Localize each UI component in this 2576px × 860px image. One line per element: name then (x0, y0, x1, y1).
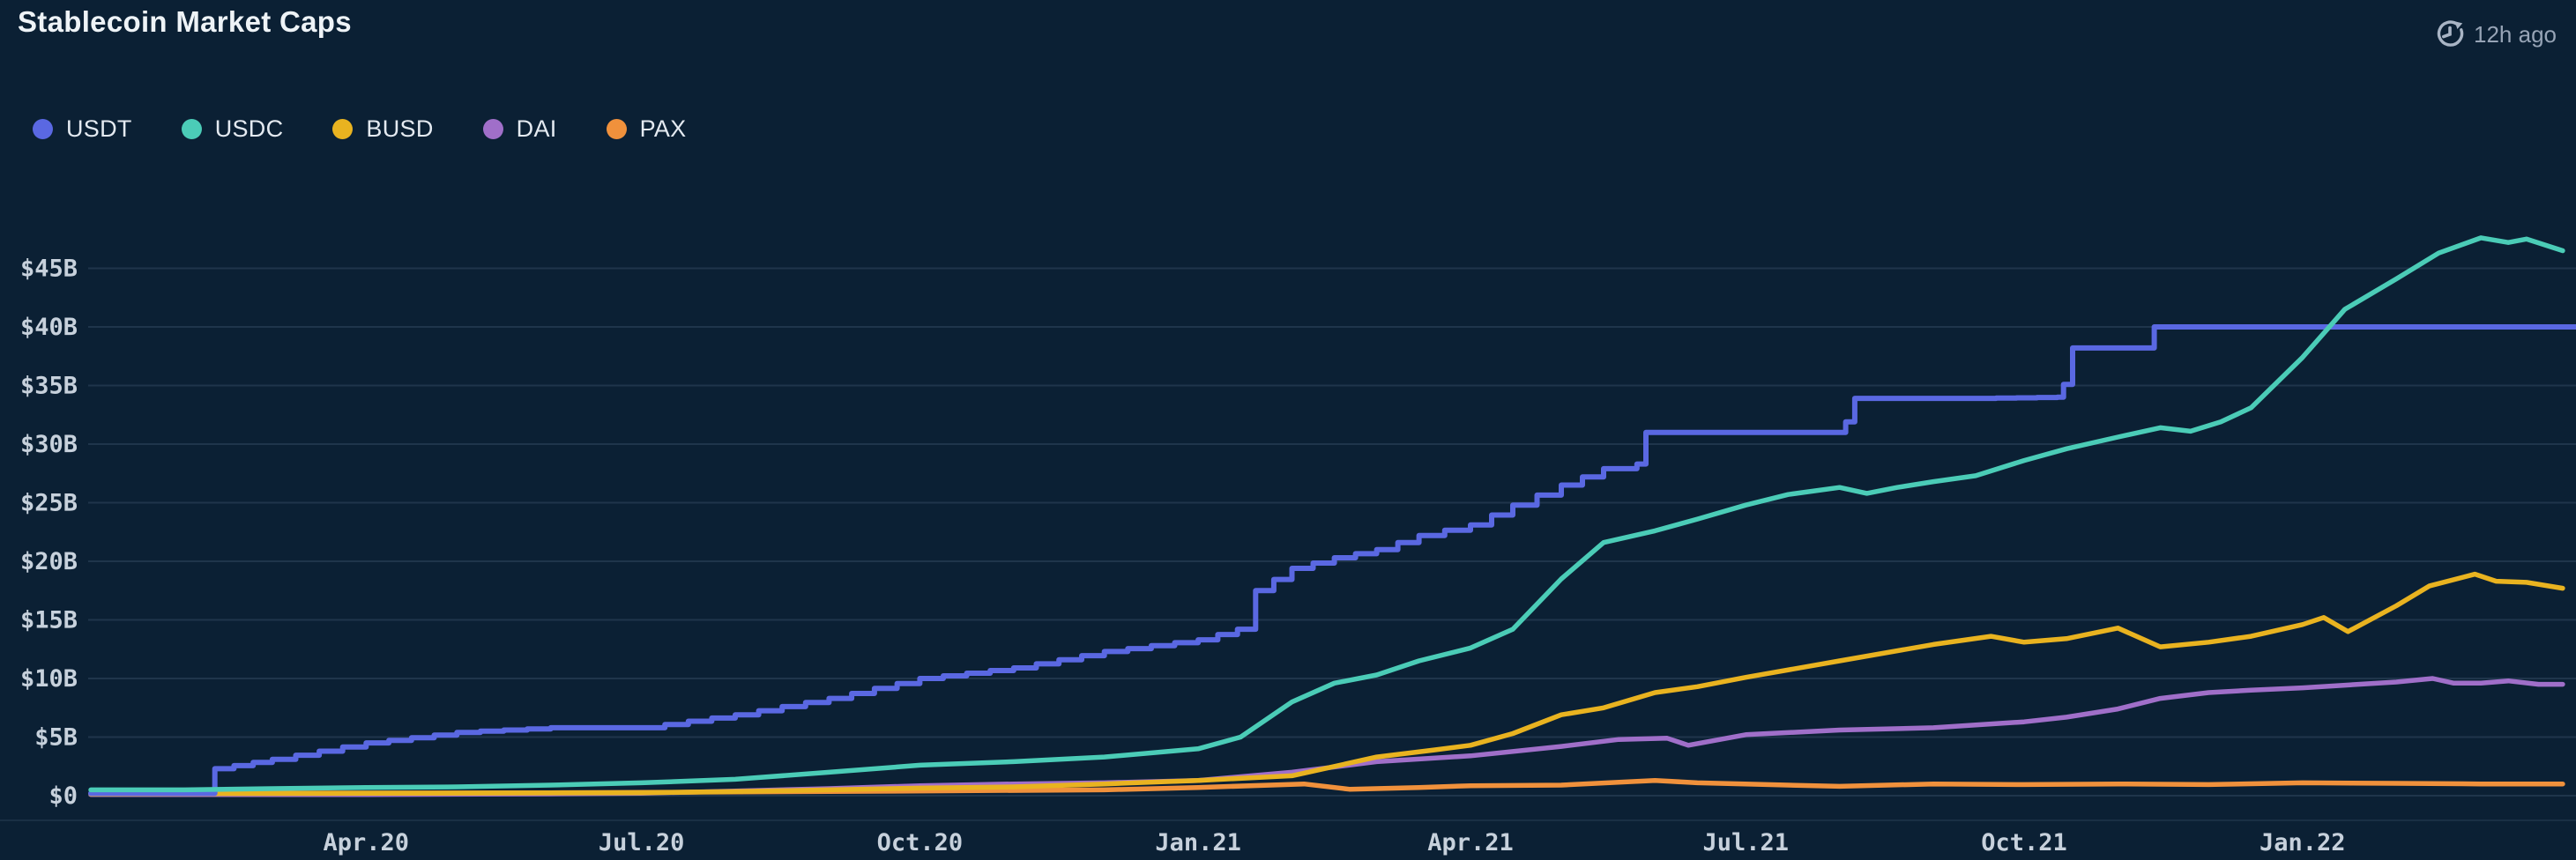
legend-label: USDC (214, 115, 284, 142)
legend-item-dai[interactable]: DAI (482, 115, 557, 143)
y-axis-label: $15B (20, 607, 78, 634)
x-axis-label: Jul.20 (599, 829, 685, 856)
series-line-busd[interactable] (88, 571, 2565, 797)
x-axis-label: Jan.22 (2260, 829, 2346, 856)
x-axis-label: Oct.20 (877, 829, 964, 856)
series-line-usdc[interactable] (88, 235, 2565, 793)
series-line-pax[interactable] (88, 777, 2565, 797)
pax-color-dot (606, 119, 627, 139)
y-axis-label: $30B (20, 431, 78, 458)
chart-legend: USDT USDC BUSD DAI PAX (33, 115, 687, 143)
x-axis-label: Jul.21 (1703, 829, 1790, 856)
y-axis-label: $35B (20, 373, 78, 400)
usdt-color-dot (33, 119, 53, 139)
y-axis-label: $5B (34, 724, 78, 752)
legend-item-pax[interactable]: PAX (606, 115, 687, 143)
y-axis-label: $25B (20, 490, 78, 517)
legend-label: DAI (516, 115, 557, 142)
usdc-color-dot (181, 119, 202, 139)
legend-item-busd[interactable]: BUSD (332, 115, 433, 143)
y-axis-label: $45B (20, 256, 78, 283)
legend-label: PAX (639, 115, 687, 142)
y-axis-label: $20B (20, 548, 78, 575)
legend-label: USDT (66, 115, 132, 142)
y-axis-label: $10B (20, 665, 78, 693)
busd-color-dot (332, 119, 354, 139)
dai-color-dot (482, 119, 503, 139)
history-clock-icon (2437, 20, 2464, 47)
page-title: Stablecoin Market Caps (18, 5, 352, 38)
y-axis-label: $0 (48, 782, 78, 810)
last-updated-text: 12h ago (2474, 20, 2557, 48)
last-updated: 12h ago (2435, 19, 2557, 49)
legend-label: BUSD (366, 115, 434, 142)
x-axis-label: Apr.20 (324, 829, 410, 856)
y-axis-label: $40B (20, 314, 78, 341)
legend-item-usdc[interactable]: USDC (181, 115, 284, 143)
x-axis-label: Oct.21 (1981, 829, 2067, 856)
legend-item-usdt[interactable]: USDT (33, 115, 132, 143)
x-axis-label: Apr.21 (1427, 829, 1514, 856)
x-axis-label: Jan.21 (1155, 829, 1241, 856)
series-line-usdt[interactable] (88, 324, 2576, 797)
